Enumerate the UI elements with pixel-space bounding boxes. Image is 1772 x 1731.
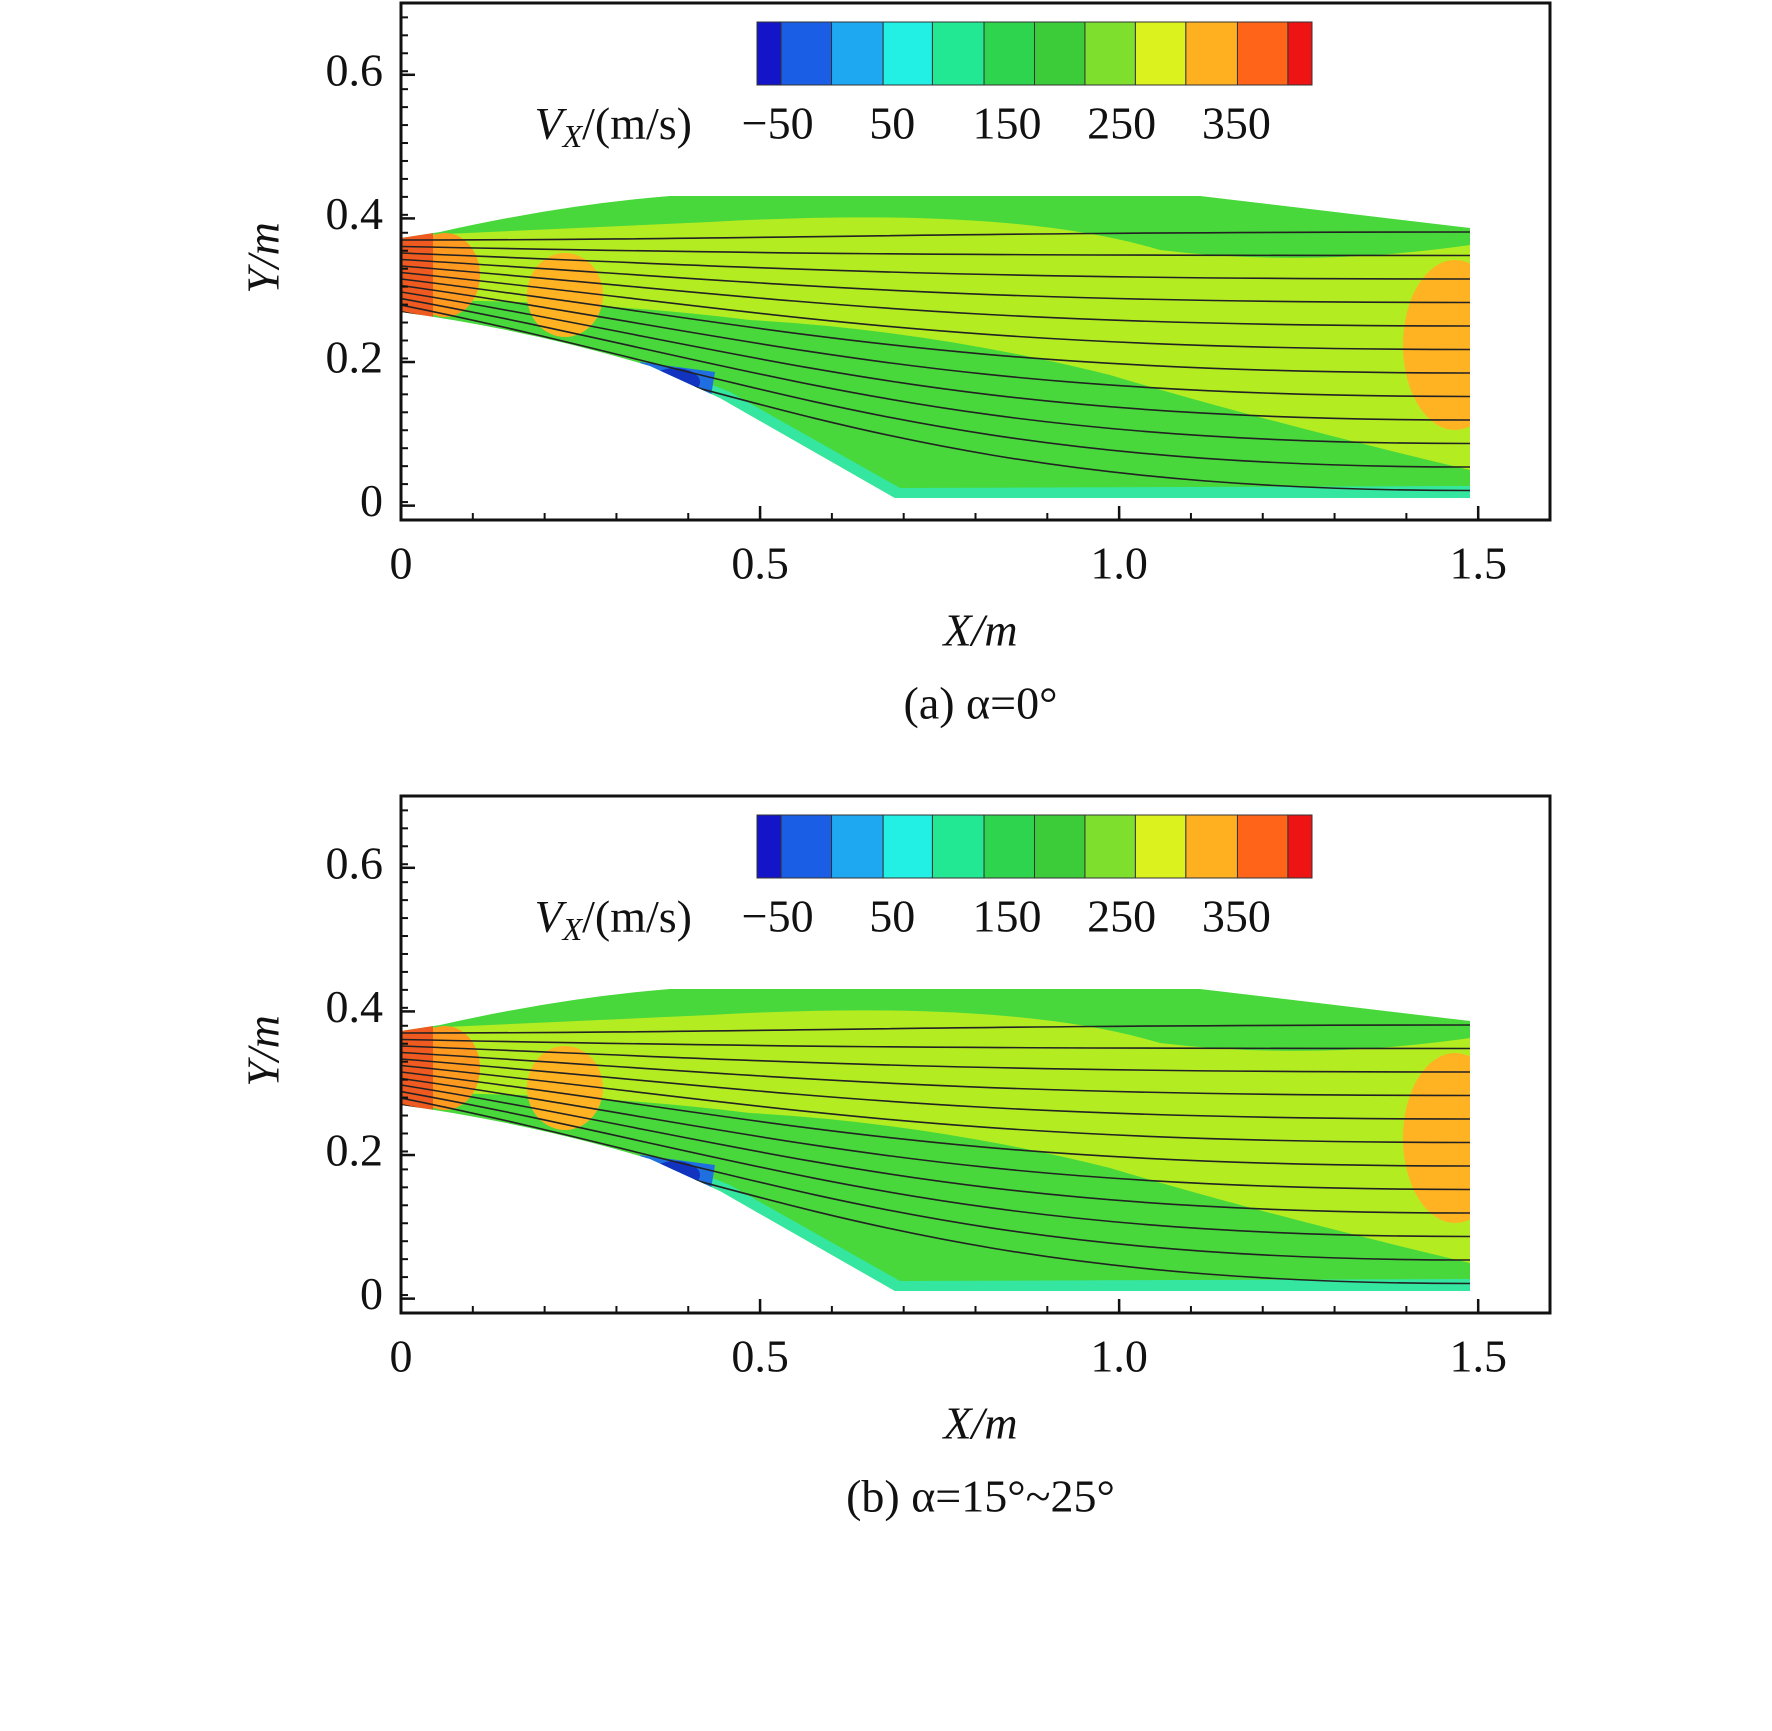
y-tick-label: 0.2 <box>326 332 384 383</box>
streamline <box>401 1064 1470 1144</box>
streamline <box>401 1077 1470 1191</box>
colorbar-segment <box>931 21 985 86</box>
colorbar-label: VX/(m/s) <box>534 98 692 155</box>
y-tick-label: 0 <box>360 1268 383 1319</box>
colorbar-tick-label: 350 <box>1202 891 1271 942</box>
x-tick-label: 0.5 <box>731 1331 789 1382</box>
colorbar-label-part: /(m/s) <box>582 891 692 942</box>
panel: −50 50 150 250 350 VX/(m/s) 0 0.5 1.0 1.5 0 0.2 0.4 0… <box>238 1 1552 729</box>
x-tick-label: 0 <box>390 1331 413 1382</box>
streamline <box>401 278 1470 374</box>
x-tick-label: 1.5 <box>1449 1331 1507 1382</box>
colorbar-tick-label: 150 <box>972 98 1041 149</box>
colorbar-segment <box>756 814 782 879</box>
colorbar-label-part: V <box>534 891 567 942</box>
x-tick-label: 0 <box>390 538 413 589</box>
colorbar-label-part: V <box>534 98 567 149</box>
colorbar-segment <box>1084 814 1136 879</box>
streamline <box>401 1084 1470 1214</box>
x-axis-label: X/m <box>941 605 1017 656</box>
streamline <box>401 297 1470 445</box>
streamline <box>401 1071 1470 1167</box>
colorbar-label-part: X <box>561 911 584 947</box>
streamline <box>401 265 1470 327</box>
colorbar-segment <box>1287 814 1313 879</box>
panel-title: (a) α=0° <box>904 678 1058 729</box>
colorbar-label-part: X <box>561 118 584 154</box>
colorbar-segment <box>1134 814 1187 879</box>
x-tick-label: 1.5 <box>1449 538 1507 589</box>
plot-frame <box>399 794 1552 1315</box>
streamline <box>401 291 1470 421</box>
colorbar-segment <box>756 21 782 86</box>
streamline <box>401 258 1470 304</box>
colorbar-segment <box>831 814 884 879</box>
streamline <box>401 304 1470 468</box>
colorbar-segment <box>1185 21 1238 86</box>
colorbar-segment <box>780 814 833 879</box>
colorbar-tick-label: −50 <box>742 891 814 942</box>
colorbar-segment <box>882 21 933 86</box>
y-axis-label: Y/m <box>238 222 289 294</box>
colorbar-tick-label: −50 <box>742 98 814 149</box>
streamline <box>401 1058 1470 1120</box>
colorbar-segment <box>831 21 884 86</box>
y-tick-label: 0.4 <box>326 188 384 239</box>
streamline <box>401 245 1470 257</box>
colorbar-segment <box>1185 814 1238 879</box>
flow-field <box>401 190 1507 502</box>
plot-frame <box>399 1 1552 522</box>
colorbar-segment <box>983 814 1036 879</box>
colorbar-segment <box>1287 21 1313 86</box>
colorbar-segment <box>1236 814 1289 879</box>
streamline <box>401 1024 1470 1034</box>
colorbar-tick-label: 250 <box>1087 98 1156 149</box>
colorbar-segment <box>1084 21 1136 86</box>
colorbar-tick-label: 50 <box>869 891 915 942</box>
panel-title: (b) α=15°~25° <box>846 1471 1115 1522</box>
colorbar-segment <box>780 21 833 86</box>
colorbar-tick-label: 250 <box>1087 891 1156 942</box>
colorbar-tick-label: 150 <box>972 891 1041 942</box>
panel: −50 50 150 250 350 VX/(m/s) 0 0.5 1.0 1.5 0 0.2 0.4 0… <box>238 794 1552 1522</box>
streamline <box>401 1038 1470 1050</box>
x-axis-label: X/m <box>941 1398 1017 1449</box>
streamlines <box>401 1024 1470 1285</box>
y-tick-label: 0.2 <box>326 1125 384 1176</box>
colorbar-segment <box>1034 21 1086 86</box>
y-axis-label: Y/m <box>238 1015 289 1087</box>
y-tick-label: 0.6 <box>326 44 384 95</box>
y-tick-label: 0 <box>360 475 383 526</box>
colorbar-tick-label: 50 <box>869 98 915 149</box>
colorbar-segment <box>1034 814 1086 879</box>
colorbar-label: VX/(m/s) <box>534 891 692 948</box>
colorbar-segment <box>983 21 1036 86</box>
x-tick-label: 0.5 <box>731 538 789 589</box>
streamline <box>401 1090 1470 1238</box>
colorbar-label-part: /(m/s) <box>582 98 692 149</box>
y-tick-label: 0.6 <box>326 837 384 888</box>
streamline <box>401 231 1470 241</box>
streamline <box>401 284 1470 398</box>
streamline <box>401 252 1470 280</box>
x-tick-label: 1.0 <box>1090 1331 1148 1382</box>
flow-field <box>401 983 1507 1295</box>
y-tick-label: 0.4 <box>326 981 384 1032</box>
colorbar-segment <box>882 814 933 879</box>
streamline <box>401 1097 1470 1261</box>
colorbar-tick-label: 350 <box>1202 98 1271 149</box>
colorbar-segment <box>931 814 985 879</box>
colorbar-segment <box>1236 21 1289 86</box>
streamline <box>401 1045 1470 1073</box>
x-tick-label: 1.0 <box>1090 538 1148 589</box>
streamline <box>401 271 1470 351</box>
colorbar-segment <box>1134 21 1187 86</box>
streamline <box>401 1051 1470 1097</box>
